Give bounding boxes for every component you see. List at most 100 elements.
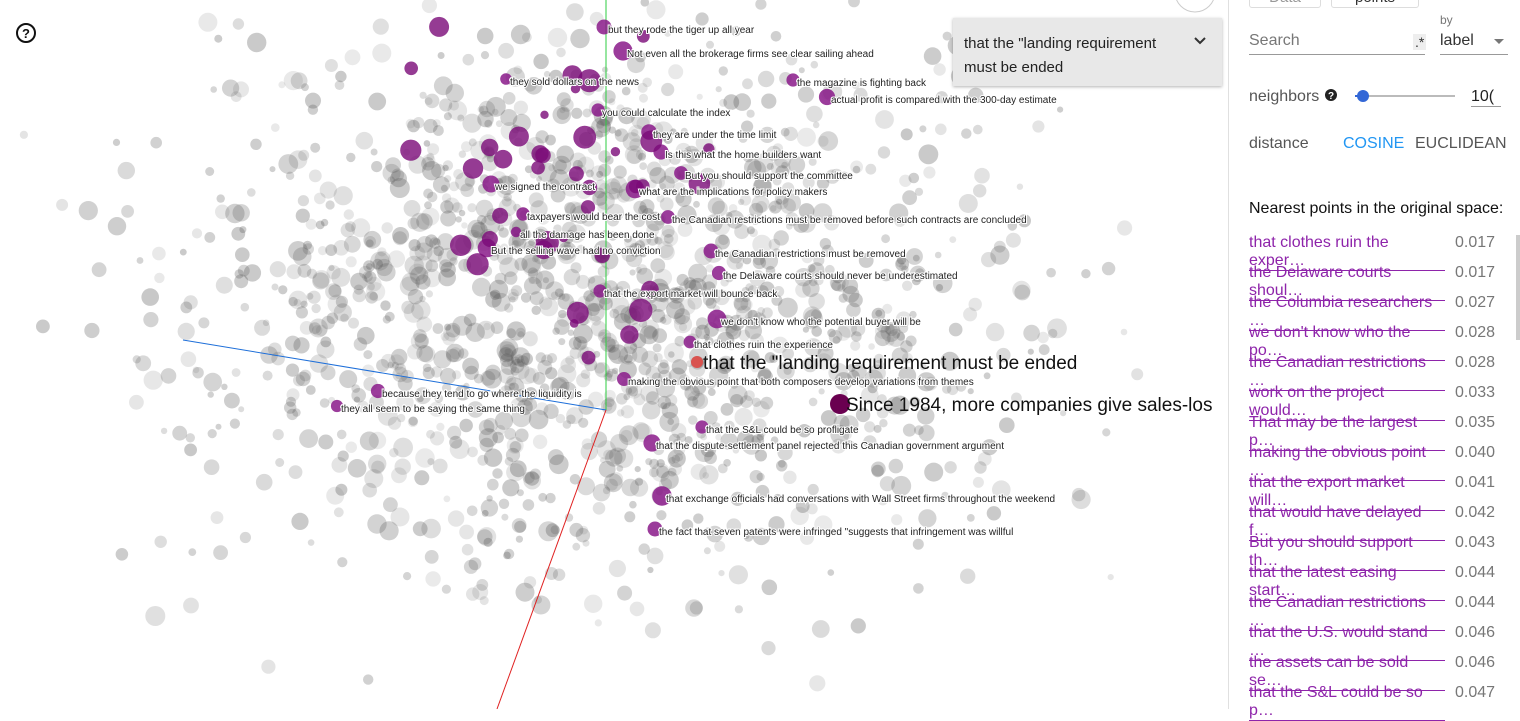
point[interactable] [1071,489,1091,510]
point[interactable] [407,217,420,230]
point[interactable] [523,397,538,412]
point[interactable] [861,386,879,405]
point[interactable] [752,255,767,270]
point[interactable] [646,161,662,177]
point[interactable] [834,372,853,391]
point[interactable] [802,176,815,189]
point[interactable] [616,104,625,113]
point[interactable] [900,340,913,353]
point[interactable] [659,411,680,432]
point[interactable] [573,324,593,344]
point[interactable] [726,252,744,270]
point[interactable] [550,291,559,299]
point[interactable] [667,449,686,468]
point[interactable] [543,70,551,78]
point[interactable] [447,425,462,440]
point[interactable] [308,169,322,183]
point[interactable] [916,372,937,392]
point[interactable] [685,599,703,617]
point[interactable] [864,369,883,388]
point[interactable] [635,149,647,160]
point[interactable] [753,253,765,266]
point[interactable] [742,78,753,90]
point[interactable] [444,197,460,214]
point[interactable] [504,377,525,398]
point[interactable] [528,239,535,246]
point[interactable] [443,495,451,503]
point[interactable] [422,268,442,288]
point[interactable] [478,419,495,436]
point[interactable] [498,347,514,363]
point[interactable] [318,434,334,450]
point[interactable] [918,424,935,442]
point[interactable] [761,641,776,656]
point[interactable] [415,448,435,468]
point[interactable] [224,392,240,409]
nearest-label[interactable]: that the S&L could be so p… [1249,684,1445,721]
point[interactable] [432,323,444,334]
point[interactable] [594,619,602,627]
point[interactable] [659,197,674,212]
point[interactable] [728,204,738,213]
point[interactable] [417,395,424,403]
point[interactable] [610,434,629,452]
point[interactable] [91,262,107,278]
point[interactable] [541,389,548,396]
point[interactable] [508,292,519,303]
point[interactable] [689,277,707,296]
point[interactable] [902,352,913,364]
point[interactable] [507,173,518,184]
point[interactable] [367,276,382,292]
point[interactable] [588,391,604,407]
point[interactable] [567,224,586,243]
point[interactable] [717,463,728,474]
point[interactable] [437,247,457,268]
point[interactable] [885,336,895,346]
point[interactable] [422,366,435,380]
point[interactable] [433,350,452,369]
point[interactable] [751,434,765,447]
point[interactable] [774,195,789,210]
point[interactable] [915,268,925,278]
point[interactable] [524,165,533,174]
point[interactable] [817,135,829,147]
point[interactable] [877,495,888,506]
point[interactable] [320,336,332,348]
point[interactable] [340,313,349,323]
point[interactable] [837,284,846,293]
point[interactable] [842,430,852,440]
point[interactable] [597,265,610,278]
point[interactable] [808,262,825,278]
point[interactable] [231,368,241,377]
point[interactable] [441,383,452,393]
point[interactable] [520,352,534,365]
point[interactable] [702,290,709,298]
point[interactable] [312,270,331,289]
point[interactable] [458,150,467,158]
point[interactable] [532,255,539,263]
point[interactable] [636,264,648,275]
point[interactable] [353,396,361,403]
point[interactable] [433,76,453,96]
point[interactable] [759,281,775,297]
point[interactable] [619,346,638,365]
point[interactable] [797,424,811,438]
point[interactable] [623,354,633,364]
point[interactable] [464,176,476,187]
point[interactable] [359,265,372,279]
nearest-row[interactable]: But you should support th… 0.043 [1249,534,1495,571]
point[interactable] [543,403,559,419]
point[interactable] [464,365,479,380]
point[interactable] [771,294,783,306]
point[interactable] [312,272,330,290]
point[interactable] [718,570,725,577]
point[interactable] [399,276,420,296]
point[interactable] [563,241,571,249]
point[interactable] [677,205,697,225]
point[interactable] [569,152,587,170]
point[interactable] [422,161,442,181]
point[interactable] [362,271,373,283]
point[interactable] [239,531,251,544]
point[interactable] [724,273,734,283]
point[interactable] [387,250,406,268]
